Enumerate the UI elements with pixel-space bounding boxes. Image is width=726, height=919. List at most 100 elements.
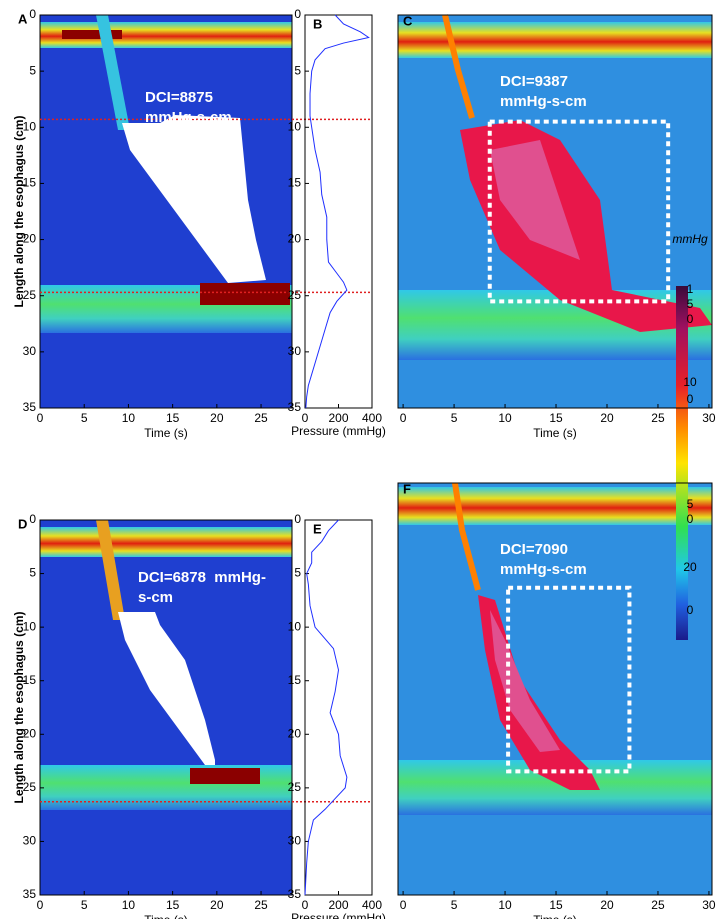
annotation: mmHg-s-cm bbox=[500, 93, 587, 110]
x-tick-label: 15 bbox=[166, 898, 180, 912]
panel-label: B bbox=[313, 16, 322, 31]
colorbar-label: 10 bbox=[683, 375, 697, 389]
y-tick-label: 30 bbox=[288, 834, 302, 848]
colorbar-label: 20 bbox=[683, 560, 697, 574]
colorbar-label: 0 bbox=[687, 512, 694, 526]
y-tick-label: 5 bbox=[294, 566, 301, 580]
x-tick-label: 0 bbox=[302, 411, 309, 425]
x-tick-label: 10 bbox=[122, 411, 136, 425]
plot-frame bbox=[397, 14, 713, 409]
x-tick-label: 0 bbox=[37, 411, 44, 425]
y-tick-label: 15 bbox=[288, 673, 302, 687]
x-tick-label: 25 bbox=[651, 411, 665, 425]
x-tick-label: 15 bbox=[549, 898, 563, 912]
y-tick-label: 20 bbox=[288, 726, 302, 740]
y-tick-label: 15 bbox=[23, 176, 37, 190]
annotation: mmHg-s-cm bbox=[500, 561, 587, 578]
x-tick-label: 30 bbox=[702, 898, 716, 912]
x-tick-label: 20 bbox=[210, 411, 224, 425]
y-tick-label: 20 bbox=[23, 232, 37, 246]
x-axis-label: Time (s) bbox=[144, 913, 188, 919]
x-tick-label: 5 bbox=[451, 411, 458, 425]
annotation: DCI=6878 mmHg- bbox=[138, 569, 266, 586]
plot-frame bbox=[397, 482, 713, 896]
colorbar-title: mmHg bbox=[672, 232, 708, 246]
y-tick-label: 35 bbox=[23, 400, 37, 414]
panel-label: E bbox=[313, 521, 322, 536]
x-tick-label: 20 bbox=[600, 898, 614, 912]
y-tick-label: 35 bbox=[288, 887, 302, 901]
x-axis-label: Time (s) bbox=[533, 426, 577, 440]
y-tick-label: 30 bbox=[23, 344, 37, 358]
y-tick-label: 10 bbox=[288, 619, 302, 633]
annotation: DCI=9387 bbox=[500, 73, 568, 90]
plot-frame bbox=[304, 519, 373, 896]
y-tick-label: 5 bbox=[294, 63, 301, 77]
y-tick-label: 20 bbox=[288, 232, 302, 246]
heatmap bbox=[398, 482, 712, 895]
heatmap bbox=[398, 14, 712, 408]
colorbar bbox=[676, 286, 688, 640]
x-tick-label: 200 bbox=[328, 898, 348, 912]
x-tick-label: 20 bbox=[600, 411, 614, 425]
y-tick-label: 30 bbox=[23, 834, 37, 848]
colorbar-label: 5 bbox=[687, 497, 694, 511]
colorbar-label: 0 bbox=[687, 392, 694, 406]
y-tick-label: 15 bbox=[23, 673, 37, 687]
y-tick-label: 25 bbox=[23, 780, 37, 794]
colorbar-label: 1 bbox=[687, 282, 694, 296]
x-tick-label: 5 bbox=[451, 898, 458, 912]
plot-frame bbox=[39, 14, 293, 409]
y-tick-label: 10 bbox=[23, 119, 37, 133]
line bbox=[304, 519, 348, 896]
y-tick-label: 10 bbox=[288, 119, 302, 133]
x-axis-label: Pressure (mmHg) bbox=[291, 424, 386, 438]
y-tick-label: 35 bbox=[23, 887, 37, 901]
x-tick-label: 0 bbox=[37, 898, 44, 912]
x-tick-label: 20 bbox=[210, 898, 224, 912]
x-axis-label: Time (s) bbox=[144, 426, 188, 440]
x-tick-label: 30 bbox=[702, 411, 716, 425]
x-tick-label: 25 bbox=[254, 411, 268, 425]
x-axis-label: Time (s) bbox=[533, 913, 577, 919]
x-axis-label: Pressure (mmHg) bbox=[291, 911, 386, 919]
y-tick-label: 5 bbox=[29, 63, 36, 77]
panel-label: D bbox=[18, 516, 27, 531]
plot-frame bbox=[304, 14, 373, 409]
x-tick-label: 5 bbox=[81, 411, 88, 425]
x-tick-label: 10 bbox=[498, 411, 512, 425]
annotation: mmHg-s-cm bbox=[145, 109, 232, 126]
x-tick-label: 10 bbox=[498, 898, 512, 912]
colorbar-label: 0 bbox=[687, 312, 694, 326]
x-tick-label: 0 bbox=[400, 898, 407, 912]
x-tick-label: 15 bbox=[166, 411, 180, 425]
plot-frame bbox=[39, 519, 293, 896]
x-tick-label: 200 bbox=[328, 411, 348, 425]
panel-label: F bbox=[403, 481, 411, 496]
x-tick-label: 400 bbox=[362, 411, 382, 425]
x-tick-label: 5 bbox=[81, 898, 88, 912]
y-tick-label: 25 bbox=[288, 288, 302, 302]
y-tick-label: 25 bbox=[23, 288, 37, 302]
annotation: s-cm bbox=[138, 589, 173, 606]
panel-label: A bbox=[18, 11, 28, 26]
y-tick-label: 15 bbox=[288, 176, 302, 190]
y-axis-label: Length along the esophagus (cm) bbox=[12, 115, 26, 307]
y-tick-label: 10 bbox=[23, 619, 37, 633]
colorbar-label: 0 bbox=[687, 603, 694, 617]
x-tick-label: 0 bbox=[302, 898, 309, 912]
y-tick-label: 0 bbox=[29, 512, 36, 526]
x-tick-label: 25 bbox=[254, 898, 268, 912]
y-tick-label: 35 bbox=[288, 400, 302, 414]
y-tick-label: 20 bbox=[23, 726, 37, 740]
annotation: DCI=7090 bbox=[500, 541, 568, 558]
y-tick-label: 25 bbox=[288, 780, 302, 794]
x-tick-label: 400 bbox=[362, 898, 382, 912]
colorbar-label: 5 bbox=[687, 297, 694, 311]
y-tick-label: 0 bbox=[294, 512, 301, 526]
panel-label: C bbox=[403, 13, 413, 28]
x-tick-label: 0 bbox=[400, 411, 407, 425]
y-tick-label: 0 bbox=[294, 7, 301, 21]
y-axis-label: Length along the esophagus (cm) bbox=[12, 611, 26, 803]
y-tick-label: 5 bbox=[29, 566, 36, 580]
